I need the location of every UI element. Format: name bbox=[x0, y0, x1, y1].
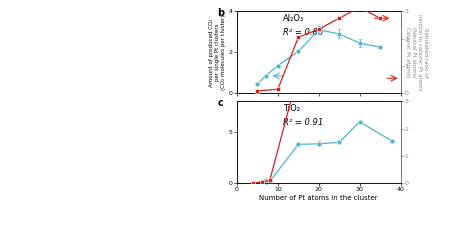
X-axis label: Number of Pt atoms in the cluster: Number of Pt atoms in the cluster bbox=[259, 195, 378, 201]
Text: R² = 0.91: R² = 0.91 bbox=[283, 118, 323, 127]
Text: c: c bbox=[218, 98, 223, 108]
Text: TiO₂: TiO₂ bbox=[283, 104, 300, 113]
Text: Al₂O₃: Al₂O₃ bbox=[283, 14, 304, 23]
Text: R² = 0.86: R² = 0.86 bbox=[283, 28, 323, 37]
Y-axis label: Amount of produced CO₂
per single Pt clusters
(CO₂ molecules per cluster): Amount of produced CO₂ per single Pt clu… bbox=[209, 15, 226, 90]
Text: b: b bbox=[218, 8, 225, 18]
Y-axis label: Simulated ratio of
neutral to cationic Pt atoms
(Neutral Pt atoms/
Cationic Pt a: Simulated ratio of neutral to cationic P… bbox=[404, 14, 428, 91]
